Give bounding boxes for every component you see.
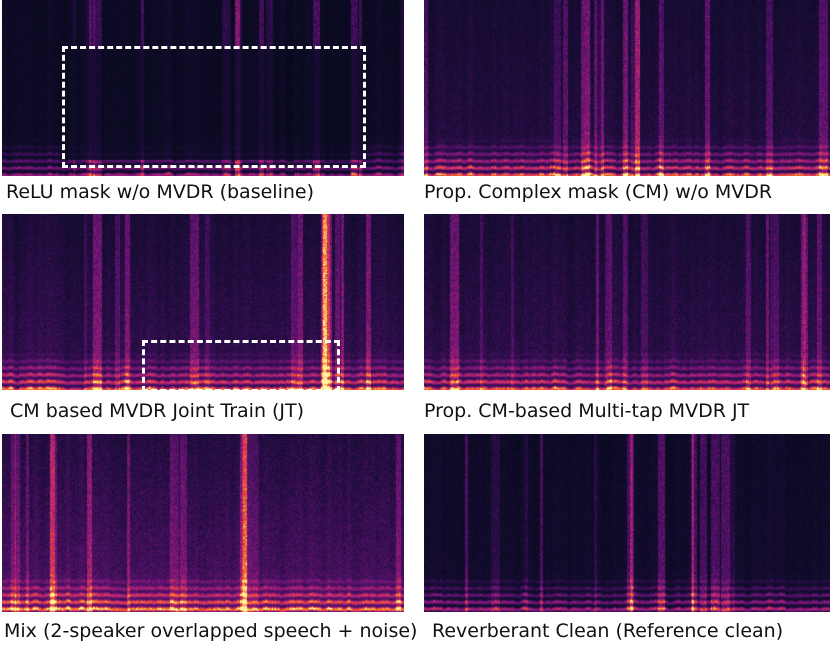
caption-relu: ReLU mask w/o MVDR (baseline) [6,181,314,203]
caption-multitap: Prop. CM-based Multi-tap MVDR JT [424,400,750,422]
spectrogram-jt [2,214,404,390]
spectrogram-multitap [424,214,830,390]
spectrogram-cm [424,0,830,176]
spectrogram-mix [2,434,404,612]
spectrogram-relu [2,0,404,176]
caption-jt: CM based MVDR Joint Train (JT) [10,400,305,422]
spectrogram-clean [424,434,830,612]
caption-cm: Prop. Complex mask (CM) w/o MVDR [424,181,773,203]
caption-mix: Mix (2-speaker overlapped speech + noise… [4,620,418,642]
caption-clean: Reverberant Clean (Reference clean) [432,620,784,642]
